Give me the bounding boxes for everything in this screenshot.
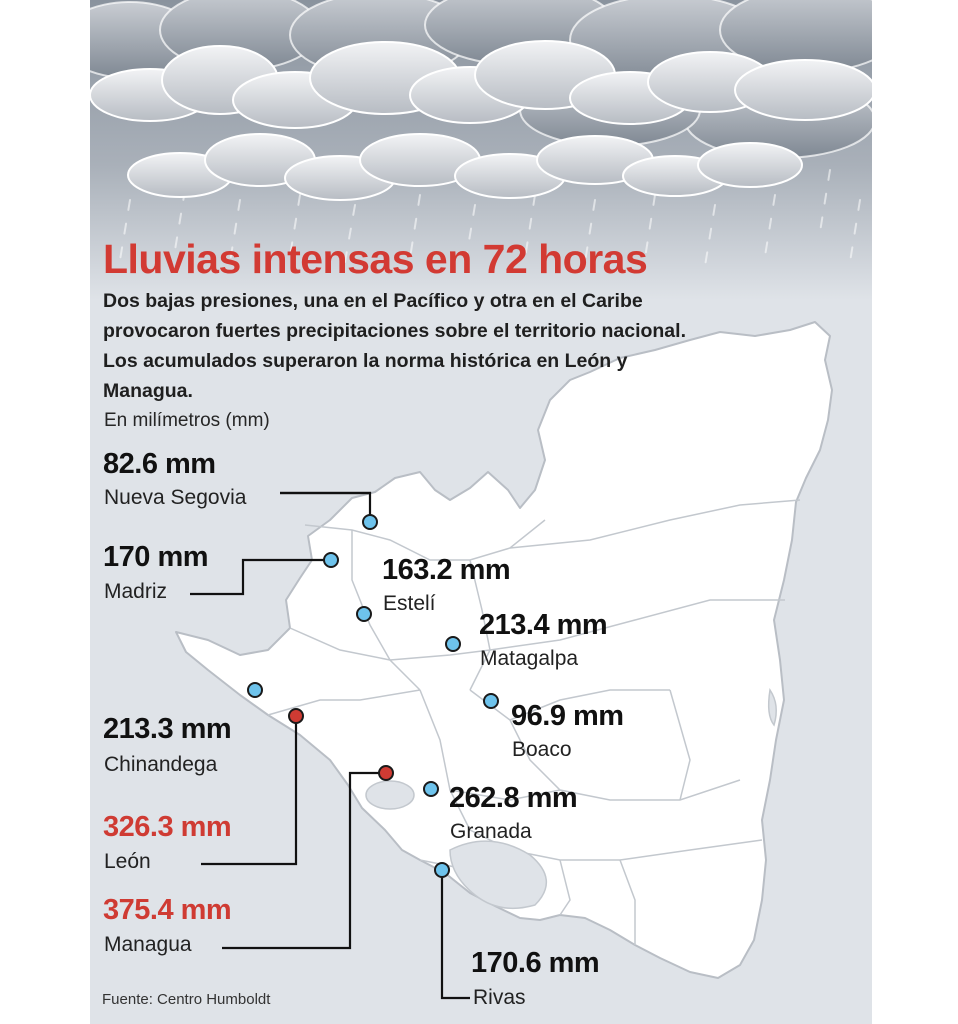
marker-matagalpa (445, 636, 461, 652)
value-boaco: 96.9 mm (511, 700, 624, 732)
label-matagalpa: Matagalpa (480, 647, 579, 670)
unit-label: En milímetros (mm) (104, 410, 270, 431)
leader-rivas (440, 870, 470, 1000)
marker-chinandega (247, 682, 263, 698)
marker-leon (288, 708, 304, 724)
intro-text: Dos bajas presiones, una en el Pacífico … (103, 290, 686, 402)
value-granada: 262.8 mm (449, 782, 578, 814)
value-rivas: 170.6 mm (471, 947, 600, 979)
leader-madriz (190, 558, 331, 596)
label-madriz: Madriz (104, 580, 168, 603)
marker-boaco (483, 693, 499, 709)
label-leon: León (104, 850, 151, 873)
value-managua: 375.4 mm (103, 894, 232, 926)
label-nueva-segovia: Nueva Segovia (104, 486, 247, 509)
label-rivas: Rivas (473, 986, 526, 1009)
lake-xolotlan (365, 780, 415, 810)
country-shape (175, 321, 833, 979)
marker-nueva-segovia (362, 514, 378, 530)
leader-nueva-segovia-2 (280, 491, 372, 522)
label-chinandega: Chinandega (104, 753, 218, 776)
label-granada: Granada (450, 820, 532, 843)
source-credit: Fuente: Centro Humboldt (102, 991, 271, 1008)
value-nueva-segovia: 82.6 mm (103, 448, 216, 480)
leader-managua (222, 771, 386, 950)
caribbean-lagoon (767, 687, 777, 727)
nicaragua-map (175, 321, 833, 979)
label-managua: Managua (104, 933, 192, 956)
value-matagalpa: 213.4 mm (479, 609, 608, 641)
leader-lines (190, 491, 470, 1000)
value-chinandega: 213.3 mm (103, 713, 232, 745)
marker-esteli (356, 606, 372, 622)
label-boaco: Boaco (512, 738, 572, 761)
infographic-panel: Lluvias intensas en 72 horas Dos bajas p… (90, 0, 872, 1024)
marker-granada (423, 781, 439, 797)
map-artwork (90, 0, 872, 1000)
marker-managua (378, 765, 394, 781)
marker-madriz (323, 552, 339, 568)
value-leon: 326.3 mm (103, 811, 232, 843)
label-esteli: Estelí (383, 592, 436, 615)
lake-cocibolca (449, 840, 548, 910)
rain (119, 169, 861, 267)
station-markers (247, 514, 499, 878)
headline: Lluvias intensas en 72 horas (103, 236, 648, 282)
value-madriz: 170 mm (103, 541, 209, 573)
leader-leon (201, 716, 298, 866)
clouds-front (90, 40, 872, 201)
value-esteli: 163.2 mm (382, 554, 511, 586)
marker-rivas (434, 862, 450, 878)
